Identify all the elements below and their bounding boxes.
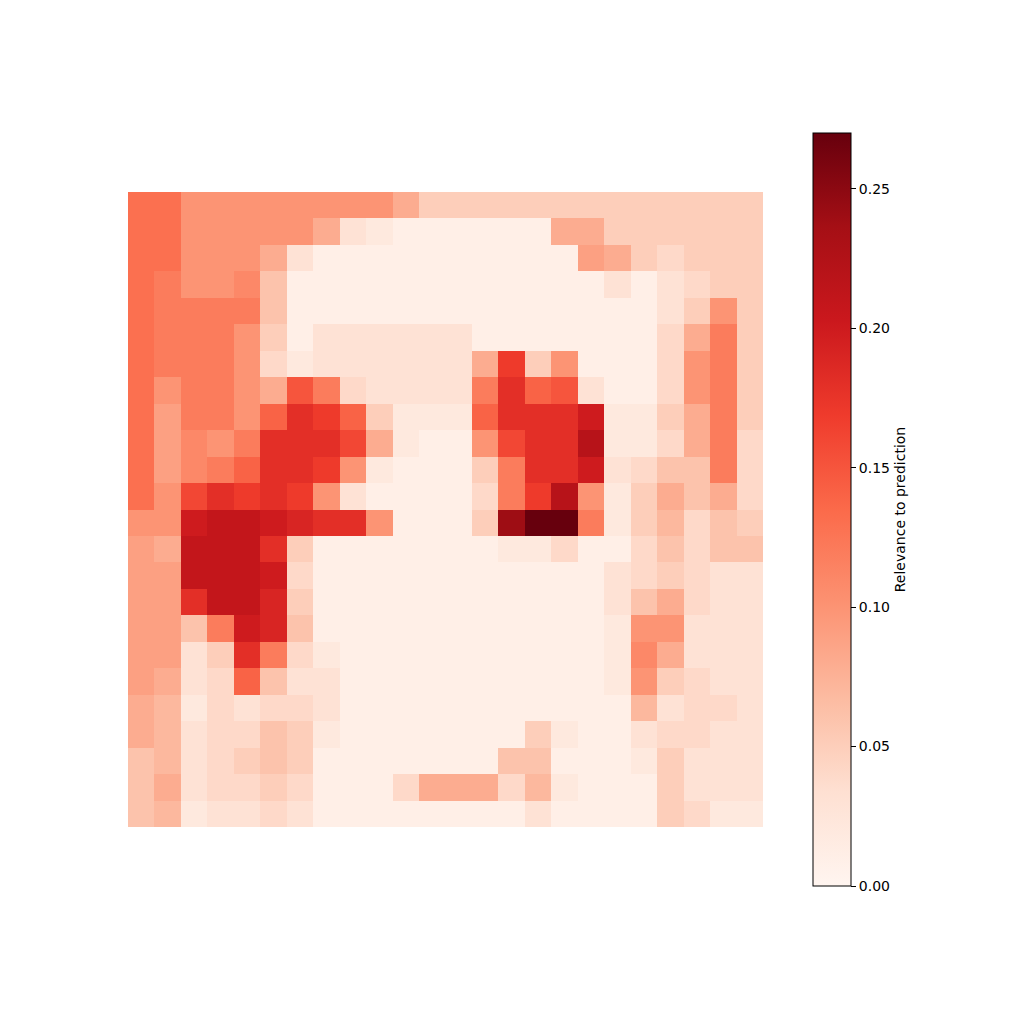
svg-text:Relevance to prediction: Relevance to prediction xyxy=(892,427,908,592)
svg-text:0.05: 0.05 xyxy=(859,738,890,754)
svg-text:0.10: 0.10 xyxy=(859,599,890,615)
svg-text:0.15: 0.15 xyxy=(859,460,890,476)
svg-text:0.25: 0.25 xyxy=(859,181,890,197)
svg-text:0.20: 0.20 xyxy=(859,320,890,336)
svg-text:0.00: 0.00 xyxy=(859,878,890,894)
